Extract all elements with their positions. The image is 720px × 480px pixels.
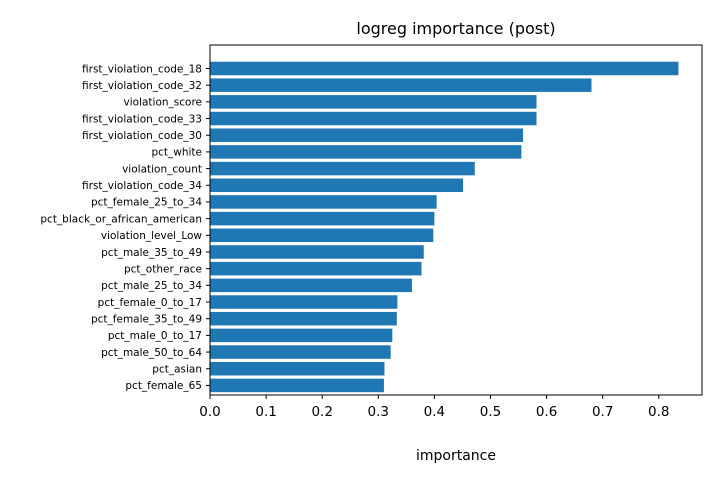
bars-group <box>210 61 679 393</box>
y-tick-label: first_violation_code_30 <box>82 130 202 142</box>
bar-first-violation-code-30 <box>210 128 524 142</box>
y-tick-label: pct_male_50_to_64 <box>101 347 202 359</box>
x-axis-ticks: 0.0 0.1 0.2 0.3 0.4 0.5 0.6 0.7 0.8 <box>199 395 670 420</box>
y-tick-label: pct_asian <box>152 364 202 376</box>
bar-pct-male-25-to-34 <box>210 278 412 293</box>
y-tick-label: pct_female_35_to_49 <box>91 314 202 326</box>
y-tick-label: violation_score <box>124 97 202 109</box>
y-tick-label: pct_white <box>151 147 202 159</box>
x-tick-label: 0.5 <box>480 404 501 420</box>
bar-pct-female-65 <box>210 378 384 393</box>
bar-first-violation-code-32 <box>210 78 592 92</box>
bar-pct-black-or-african-american <box>210 211 435 226</box>
bar-pct-female-0-to-17 <box>210 295 398 309</box>
y-tick-label: pct_male_0_to_17 <box>108 330 202 342</box>
y-tick-label: first_violation_code_18 <box>82 63 202 75</box>
x-tick-label: 0.7 <box>592 404 613 420</box>
plot-frame <box>209 44 703 396</box>
chart-title: logreg importance (post) <box>356 19 555 38</box>
x-tick-label: 0.1 <box>255 404 276 420</box>
bar-violation-count <box>210 161 475 176</box>
x-tick-label: 0.0 <box>199 404 220 420</box>
x-tick-label: 0.8 <box>648 404 669 420</box>
y-tick-label: first_violation_code_33 <box>82 113 202 125</box>
bar-first-violation-code-33 <box>210 111 537 126</box>
y-tick-label: violation_level_Low <box>101 230 203 242</box>
x-axis-label: importance <box>416 448 496 464</box>
bar-first-violation-code-18 <box>210 61 679 76</box>
y-tick-label: pct_black_or_african_american <box>40 213 202 225</box>
bar-pct-male-0-to-17 <box>210 328 393 343</box>
bar-pct-asian <box>210 361 385 376</box>
y-tick-label: pct_female_65 <box>125 380 202 392</box>
x-tick-label: 0.3 <box>368 404 389 420</box>
bar-pct-male-50-to-64 <box>210 345 391 359</box>
bar-pct-white <box>210 145 522 159</box>
y-tick-label: first_violation_code_32 <box>82 80 202 92</box>
bar-pct-female-35-to-49 <box>210 311 397 326</box>
x-tick-label: 0.2 <box>311 404 332 420</box>
bar-violation-level-Low <box>210 228 434 243</box>
y-axis-ticks: first_violation_code_18 first_violation_c… <box>40 63 210 392</box>
bar-pct-female-25-to-34 <box>210 195 437 209</box>
y-tick-label: pct_female_0_to_17 <box>98 297 202 309</box>
y-tick-label: pct_other_race <box>124 263 202 275</box>
x-tick-label: 0.6 <box>536 404 557 420</box>
y-tick-label: pct_male_35_to_49 <box>101 247 202 259</box>
y-tick-label: pct_female_25_to_34 <box>91 197 202 209</box>
bar-pct-male-35-to-49 <box>210 245 424 259</box>
y-tick-label: violation_count <box>122 163 202 175</box>
bar-first-violation-code-34 <box>210 178 464 193</box>
bar-pct-other-race <box>210 261 422 276</box>
bar-violation-score <box>210 95 537 109</box>
y-tick-label: first_violation_code_34 <box>82 180 202 192</box>
x-tick-label: 0.4 <box>424 404 445 420</box>
y-tick-label: pct_male_25_to_34 <box>101 280 202 292</box>
